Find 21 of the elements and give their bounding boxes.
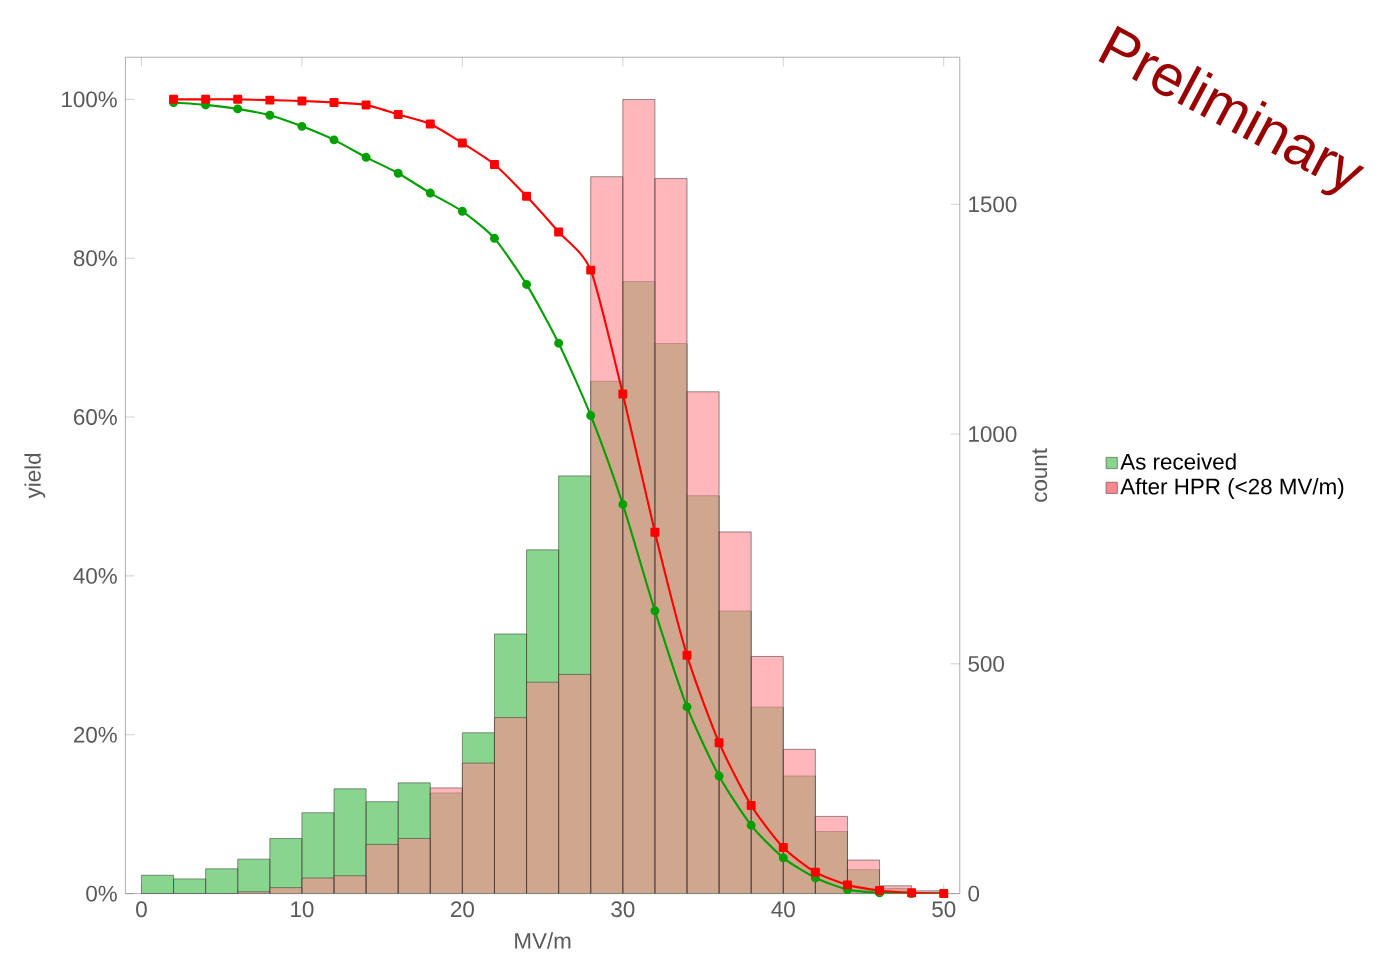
legend-label: As received <box>1120 453 1236 470</box>
x-axis-title: MV/m <box>515 932 571 950</box>
y2-tick-label: 500 <box>968 656 1004 672</box>
y-tick-label: 0% <box>86 885 117 902</box>
y2-tick-label: 1000 <box>969 426 1017 443</box>
x-tick-label: 10 <box>291 901 314 918</box>
x-tick-label: 40 <box>771 901 795 918</box>
y-tick-label: 100% <box>62 91 117 108</box>
x-tick-label: 0 <box>136 901 147 918</box>
y-tick-label: 20% <box>74 727 117 743</box>
legend-label: After HPR (<28 MV/m) <box>1120 478 1344 500</box>
y-tick-label: 60% <box>74 409 117 426</box>
y2-tick-label: 0 <box>968 885 980 902</box>
y-tick-label: 80% <box>73 250 117 267</box>
x-tick-label: 20 <box>451 901 474 918</box>
y-tick-label: 40% <box>73 568 117 585</box>
y-axis-title: yield <box>24 454 46 499</box>
y2-axis-title: count <box>1032 448 1048 503</box>
x-tick-label: 50 <box>932 901 956 918</box>
x-tick-label: 30 <box>611 901 635 918</box>
y2-tick-label: 1500 <box>969 196 1017 213</box>
